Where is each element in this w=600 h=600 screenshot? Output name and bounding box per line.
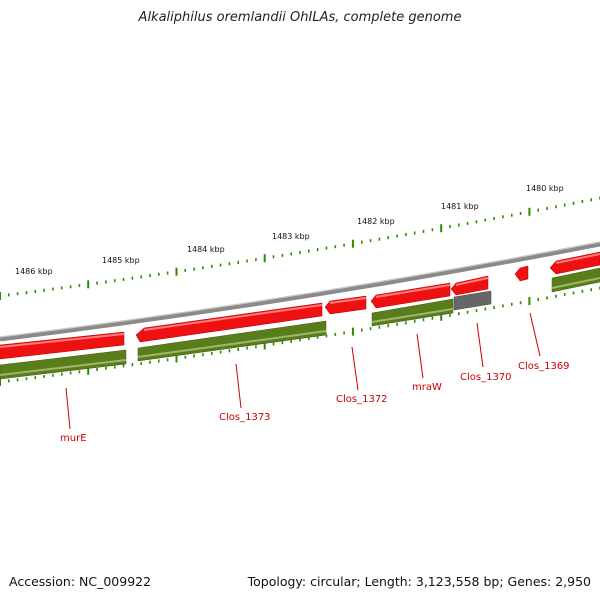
gene-label-mraW: mraW [412,382,442,393]
forward-cds-murE[interactable] [0,331,125,360]
tick-label-1482: 1482 kbp [357,217,395,226]
tick-label-1486: 1486 kbp [15,267,53,276]
forward-cds-clos1369[interactable] [514,265,529,282]
gene-label-murE: murE [60,433,87,444]
gene-label-clos1370: Clos_1370 [460,372,512,383]
tick-label-1483: 1483 kbp [272,232,310,241]
forward-cds-mraW[interactable] [370,282,451,309]
tick-label-1485: 1485 kbp [102,256,140,265]
topology-text: Topology: circular; Length: 3,123,558 bp… [247,574,591,589]
map-title: Alkaliphilus oremlandii OhILAs, complete… [138,10,462,25]
tick-label-1480: 1480 kbp [526,184,564,193]
gene-label-clos1372: Clos_1372 [336,394,388,405]
outer-tick-ring [0,196,600,300]
gene-labels: murE Clos_1373 Clos_1372 mraW Clos_1370 … [60,361,570,444]
grey-feature[interactable] [453,290,492,311]
tick-label-1481: 1481 kbp [441,202,479,211]
forward-cds-clos1373[interactable] [135,302,323,343]
tick-label-1484: 1484 kbp [187,245,225,254]
kbp-tick-labels: 1486 kbp 1485 kbp 1484 kbp 1483 kbp 1482… [15,184,564,276]
genome-backbone [0,241,600,342]
gene-label-clos1373: Clos_1373 [219,412,271,423]
accession-text: Accession: NC_009922 [9,574,152,589]
inner-tick-ring [0,286,600,386]
gene-label-leaders [65,312,541,430]
gene-label-clos1369: Clos_1369 [518,361,570,372]
forward-cds-clos1372[interactable] [324,295,367,315]
